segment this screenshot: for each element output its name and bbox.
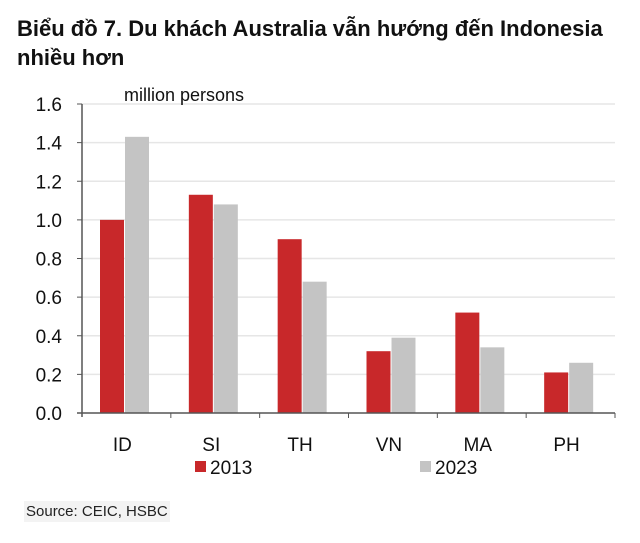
bar-th-2013 — [277, 239, 302, 413]
y-tick-label: 0.6 — [36, 288, 62, 309]
x-category-label: PH — [553, 435, 579, 456]
x-category-label: TH — [287, 435, 312, 456]
bar-si-2013 — [188, 194, 213, 413]
legend-swatch-2023 — [420, 461, 431, 472]
source-note: Source: CEIC, HSBC — [24, 501, 170, 522]
y-axis-unit-label: million persons — [124, 85, 244, 105]
y-tick-label: 0.8 — [36, 250, 62, 271]
bars — [100, 136, 594, 414]
bar-ph-2013 — [544, 372, 569, 413]
x-category-label: ID — [113, 435, 132, 456]
y-tick-label: 0.0 — [36, 404, 62, 425]
y-tick-label: 1.0 — [36, 211, 62, 232]
bar-ma-2023 — [480, 347, 505, 413]
axes — [77, 103, 616, 418]
legend-label-2013: 2013 — [210, 458, 252, 479]
x-category-label: SI — [202, 435, 220, 456]
bar-ma-2013 — [455, 312, 480, 413]
x-axis-category-labels: ID SI TH VN MA PH — [113, 435, 580, 456]
y-tick-label: 1.4 — [36, 134, 63, 155]
legend-label-2023: 2023 — [435, 458, 477, 479]
bar-vn-2013 — [366, 351, 391, 413]
y-tick-label: 0.4 — [36, 327, 63, 348]
bar-ph-2023 — [569, 362, 594, 413]
legend: 2013 2023 — [195, 458, 477, 479]
x-category-label: VN — [376, 435, 402, 456]
chart-title-line-2: nhiều hơn — [17, 45, 125, 70]
bar-id-2023 — [125, 136, 149, 414]
bar-id-2013 — [100, 219, 124, 413]
y-tick-label: 0.2 — [36, 365, 62, 386]
y-axis-tick-labels: 0.0 0.2 0.4 0.6 0.8 1.0 1.2 1.4 1.6 — [36, 95, 63, 425]
y-tick-label: 1.2 — [36, 172, 62, 193]
gridlines — [82, 103, 615, 376]
bar-th-2023 — [302, 281, 327, 413]
x-category-label: MA — [464, 435, 493, 456]
bar-vn-2023 — [391, 337, 416, 413]
chart-title-line-1: Biểu đồ 7. Du khách Australia vẫn hướng … — [17, 16, 603, 41]
chart-title: Biểu đồ 7. Du khách Australia vẫn hướng … — [17, 14, 637, 72]
legend-swatch-2013 — [195, 461, 206, 472]
y-tick-label: 1.6 — [36, 95, 62, 116]
bar-si-2023 — [213, 204, 238, 413]
